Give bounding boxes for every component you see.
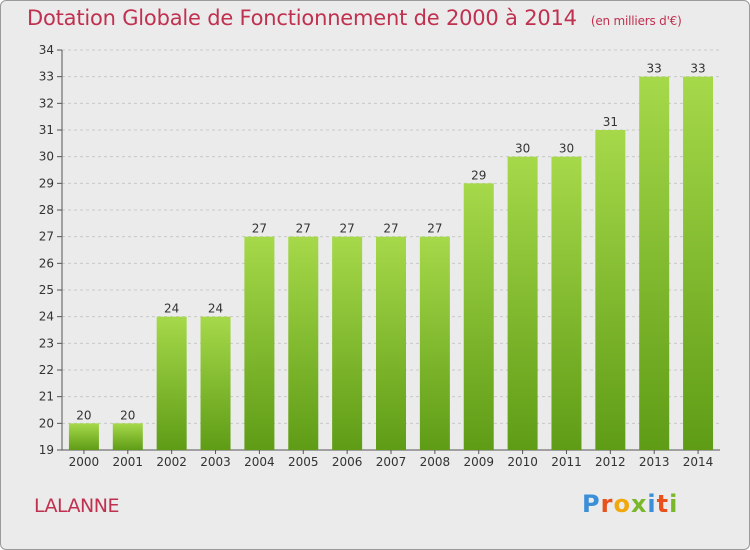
value-label: 24 bbox=[208, 302, 223, 316]
x-tick-label: 2006 bbox=[332, 455, 363, 469]
y-tick-label: 27 bbox=[39, 230, 54, 244]
x-tick-label: 2003 bbox=[200, 455, 231, 469]
x-tick-label: 2001 bbox=[113, 455, 144, 469]
y-tick-label: 26 bbox=[39, 256, 54, 270]
logo-letter: r bbox=[600, 490, 614, 518]
bar-2008 bbox=[419, 236, 450, 450]
bar-2004 bbox=[244, 236, 275, 450]
logo-letter: t bbox=[656, 490, 670, 518]
value-label: 33 bbox=[647, 62, 662, 76]
value-label: 27 bbox=[427, 222, 442, 236]
bar-2011 bbox=[551, 156, 582, 450]
chart-title: Dotation Globale de Fonctionnement de 20… bbox=[27, 6, 682, 30]
chart-title-text: Dotation Globale de Fonctionnement de 20… bbox=[27, 6, 577, 30]
bar-2000 bbox=[68, 423, 99, 450]
x-tick-label: 2002 bbox=[156, 455, 187, 469]
bar-2013 bbox=[639, 76, 670, 451]
bar-2002 bbox=[156, 316, 187, 450]
logo-letter: i bbox=[647, 490, 657, 518]
proxiti-logo[interactable]: Proxiti bbox=[582, 490, 678, 518]
y-tick-label: 34 bbox=[39, 43, 54, 57]
bar-2010 bbox=[507, 156, 538, 450]
logo-letter: P bbox=[582, 490, 601, 518]
y-tick-label: 22 bbox=[39, 363, 54, 377]
x-tick-label: 2009 bbox=[463, 455, 494, 469]
y-tick-label: 20 bbox=[39, 416, 54, 430]
y-tick-label: 25 bbox=[39, 283, 54, 297]
value-label: 33 bbox=[690, 62, 705, 76]
logo-letter: i bbox=[669, 490, 679, 518]
value-label: 20 bbox=[76, 408, 91, 422]
commune-name: LALANNE bbox=[34, 495, 119, 517]
x-tick-label: 2007 bbox=[376, 455, 407, 469]
x-tick-label: 2011 bbox=[551, 455, 582, 469]
y-tick-label: 31 bbox=[39, 123, 54, 137]
bars bbox=[68, 76, 714, 451]
value-label: 27 bbox=[252, 222, 267, 236]
bar-2014 bbox=[683, 76, 714, 451]
bar-2006 bbox=[332, 236, 363, 450]
x-tick-label: 2013 bbox=[639, 455, 670, 469]
y-tick-label: 28 bbox=[39, 203, 54, 217]
bar-2005 bbox=[288, 236, 319, 450]
logo-letter: o bbox=[613, 490, 631, 518]
value-label: 27 bbox=[383, 222, 398, 236]
value-label: 31 bbox=[603, 115, 618, 129]
bar-2009 bbox=[463, 183, 494, 451]
y-tick-label: 21 bbox=[39, 390, 54, 404]
chart-unit-label: (en milliers d'€) bbox=[590, 14, 682, 28]
logo-letter: x bbox=[630, 490, 648, 518]
value-label: 27 bbox=[296, 222, 311, 236]
x-tick-label: 2014 bbox=[683, 455, 714, 469]
value-label: 30 bbox=[515, 142, 530, 156]
x-tick-label: 2012 bbox=[595, 455, 626, 469]
x-tick-label: 2004 bbox=[244, 455, 275, 469]
value-label: 24 bbox=[164, 302, 179, 316]
y-tick-label: 19 bbox=[39, 443, 54, 457]
y-tick-label: 33 bbox=[39, 70, 54, 84]
y-tick-label: 30 bbox=[39, 150, 54, 164]
y-tick-label: 24 bbox=[39, 310, 54, 324]
y-tick-label: 23 bbox=[39, 336, 54, 350]
value-label: 27 bbox=[339, 222, 354, 236]
value-label: 30 bbox=[559, 142, 574, 156]
bar-2007 bbox=[376, 236, 406, 450]
value-label: 20 bbox=[120, 408, 135, 422]
bar-2003 bbox=[200, 316, 231, 450]
value-label: 29 bbox=[471, 168, 486, 182]
x-tick-label: 2010 bbox=[507, 455, 538, 469]
x-tick-label: 2005 bbox=[288, 455, 319, 469]
bar-2001 bbox=[112, 423, 143, 450]
y-tick-label: 29 bbox=[39, 176, 54, 190]
bar-2012 bbox=[595, 130, 626, 450]
y-tick-label: 32 bbox=[39, 96, 54, 110]
x-tick-label: 2000 bbox=[69, 455, 100, 469]
x-tick-label: 2008 bbox=[420, 455, 451, 469]
labels: 19 20 21 22 23 24 25 26 27 28 29 30 31 32 33 34 2000 20 20… bbox=[39, 43, 714, 469]
